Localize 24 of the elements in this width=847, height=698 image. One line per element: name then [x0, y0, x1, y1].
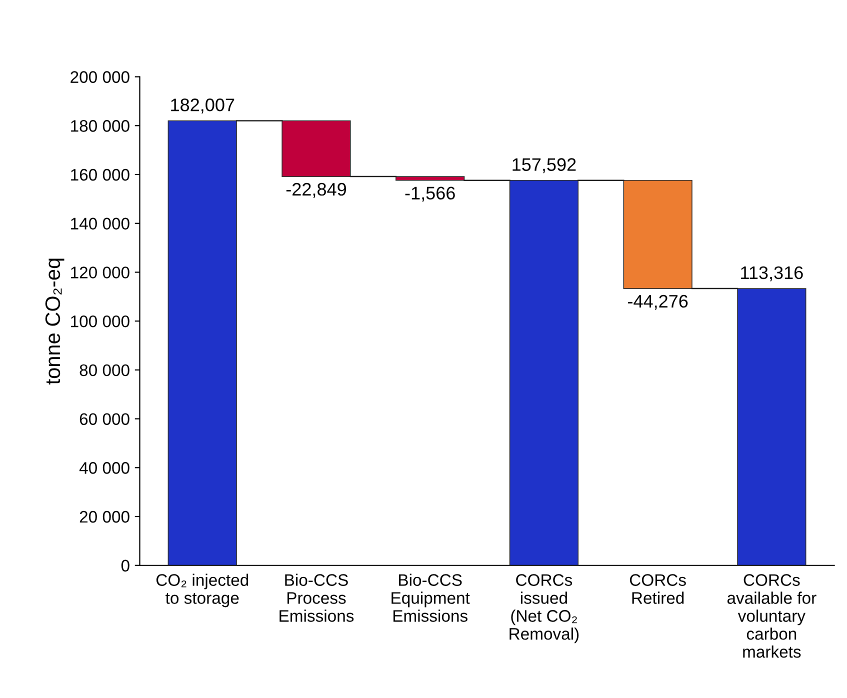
y-tick-label: 120 000	[71, 266, 130, 278]
data-label: -1,566	[405, 186, 455, 202]
data-label: -44,276	[628, 294, 688, 310]
data-label: 157,592	[512, 158, 576, 174]
y-tick-label: 60 000	[80, 413, 130, 426]
y-tick-label: 80 000	[80, 364, 130, 376]
y-tick-label: 0	[121, 560, 130, 572]
x-tick-label: CORCs available for voluntary carbon markets	[727, 574, 816, 658]
data-label: 113,316	[741, 266, 803, 282]
y-tick-label: 140 000	[71, 218, 130, 230]
x-tick-label: CO₂ injected to storage	[156, 574, 248, 608]
y-tick-label: 160 000	[71, 168, 130, 181]
y-tick-label: 40 000	[79, 462, 130, 474]
x-tick-label: Bio-CCS Process Emissions	[280, 574, 354, 622]
x-tick-label: CORCs issued (Net CO₂ Removal)	[510, 574, 579, 644]
data-label: 182,007	[171, 98, 234, 114]
y-tick-label: 20 000	[80, 510, 130, 523]
x-tick-label: Bio-CCS Equipment Emissions	[392, 574, 470, 622]
y-tick-label: 100 000	[71, 315, 130, 328]
y-tick-label: 200 000	[70, 71, 130, 83]
y-tick-label: 180 000	[71, 120, 130, 132]
y-axis-title: tonne CO₂-eq	[45, 258, 64, 384]
data-label: -22,849	[286, 182, 346, 198]
x-tick-label: CORCs Retired	[630, 574, 686, 604]
